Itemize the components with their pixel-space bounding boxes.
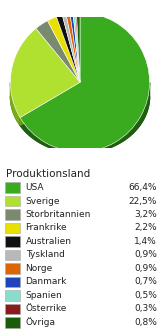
FancyBboxPatch shape <box>5 210 20 220</box>
Text: 3,2%: 3,2% <box>134 210 157 219</box>
FancyBboxPatch shape <box>5 291 20 301</box>
Text: 22,5%: 22,5% <box>128 196 157 206</box>
Text: 0,5%: 0,5% <box>134 291 157 300</box>
FancyBboxPatch shape <box>5 182 20 193</box>
Text: Övriga: Övriga <box>26 317 56 327</box>
Text: Spanien: Spanien <box>26 291 62 300</box>
FancyBboxPatch shape <box>5 304 20 314</box>
Wedge shape <box>10 28 80 117</box>
Wedge shape <box>66 13 80 82</box>
Wedge shape <box>56 15 80 82</box>
Text: Frankrike: Frankrike <box>26 223 67 233</box>
FancyBboxPatch shape <box>5 223 20 233</box>
Text: 0,7%: 0,7% <box>134 277 157 287</box>
Text: Tyskland: Tyskland <box>26 250 64 260</box>
Text: 0,8%: 0,8% <box>134 318 157 327</box>
FancyBboxPatch shape <box>5 250 20 260</box>
Text: Norge: Norge <box>26 264 53 273</box>
Text: 66,4%: 66,4% <box>128 183 157 192</box>
Wedge shape <box>62 14 80 82</box>
Text: 1,4%: 1,4% <box>134 237 157 246</box>
Text: Australien: Australien <box>26 237 72 246</box>
FancyBboxPatch shape <box>5 277 20 287</box>
Text: Österrike: Österrike <box>26 304 67 314</box>
Wedge shape <box>73 13 80 82</box>
Wedge shape <box>48 17 80 82</box>
Polygon shape <box>10 83 20 125</box>
FancyBboxPatch shape <box>5 196 20 206</box>
Wedge shape <box>75 13 80 82</box>
Wedge shape <box>36 21 80 82</box>
Polygon shape <box>20 82 80 125</box>
Polygon shape <box>20 82 80 125</box>
Polygon shape <box>10 96 150 153</box>
Text: Storbritannien: Storbritannien <box>26 210 91 219</box>
Text: 0,3%: 0,3% <box>134 304 157 314</box>
Wedge shape <box>70 13 80 82</box>
FancyBboxPatch shape <box>5 236 20 247</box>
Wedge shape <box>20 13 150 152</box>
Wedge shape <box>76 13 80 82</box>
Text: Produktionsland: Produktionsland <box>6 169 91 179</box>
Polygon shape <box>20 83 150 153</box>
FancyBboxPatch shape <box>5 317 20 328</box>
Text: 2,2%: 2,2% <box>134 223 157 233</box>
Text: 0,9%: 0,9% <box>134 250 157 260</box>
Text: 0,9%: 0,9% <box>134 264 157 273</box>
Text: Danmark: Danmark <box>26 277 67 287</box>
Text: Sverige: Sverige <box>26 196 60 206</box>
Text: USA: USA <box>26 183 44 192</box>
FancyBboxPatch shape <box>5 263 20 274</box>
